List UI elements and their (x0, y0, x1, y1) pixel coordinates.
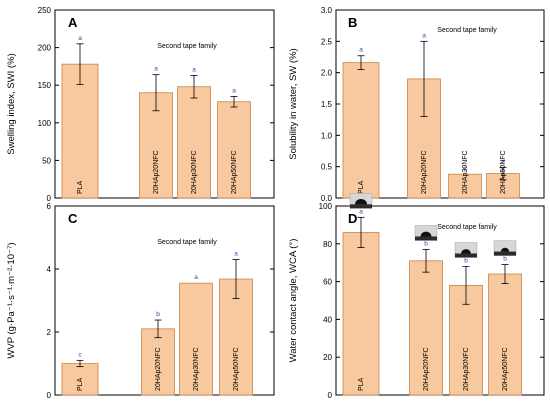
significance-letter: c (78, 351, 82, 358)
category-label: 20HAp20NFC (155, 347, 162, 391)
bar (342, 232, 380, 396)
category-label: PLA (358, 180, 365, 194)
y-axis-label: WVP (g·Pa⁻¹·s⁻¹·m⁻²·10⁻⁷) (6, 242, 17, 358)
droplet (420, 231, 432, 237)
panel-d: 0 20 40 60 80 100 Water contact angle, WCA (°)… (288, 193, 545, 400)
significance-letter: a (232, 87, 236, 94)
y-tick-label: 3.0 (321, 6, 333, 15)
droplet-substrate (494, 251, 516, 256)
category-label: 20HAp50NFC (500, 150, 507, 194)
y-tick-label: 1.5 (321, 100, 333, 109)
significance-letter: c (463, 165, 467, 172)
panel-letter: D (348, 211, 357, 226)
bar (139, 92, 173, 199)
significance-letter: a (192, 66, 196, 73)
panel-b: 0.0 0.5 1.0 1.5 2.0 2.5 3.0 Solubility in water… (288, 6, 545, 203)
y-tick-label: 2.5 (321, 37, 333, 46)
category-label: 20HAp30NFC (193, 347, 200, 391)
y-tick-label: 1.0 (321, 131, 333, 140)
bar (177, 86, 211, 199)
bar (217, 101, 251, 199)
annotation: Second tape family (157, 43, 217, 50)
significance-letter: b (464, 257, 468, 264)
panel-a: 0 50 100 150 200 250 Swelling index, SWI (%) A S… (6, 6, 275, 203)
significance-letter: a (422, 32, 426, 39)
y-tick-label: 0 (47, 391, 52, 400)
y-axis-label: Water contact angle, WCA (°) (288, 239, 299, 363)
droplet (355, 198, 367, 205)
y-tick-label: 20 (323, 353, 332, 362)
y-tick-label: 2 (47, 328, 52, 337)
bar (61, 363, 99, 396)
y-axis-label: Solubility in water, SW (%) (288, 48, 299, 159)
y-tick-label: 0.5 (321, 163, 333, 172)
significance-letter: a (194, 274, 198, 281)
y-tick-label: 200 (38, 44, 52, 53)
y-tick-label: 0.0 (321, 194, 333, 203)
y-tick-label: 100 (38, 119, 52, 128)
significance-letter: b (424, 240, 428, 247)
significance-letter: b (503, 256, 507, 263)
significance-letter: a (78, 35, 82, 42)
bar (342, 62, 380, 199)
y-tick-label: 80 (323, 240, 332, 249)
category-label: PLA (358, 377, 365, 391)
y-axis-label: Swelling index, SWI (%) (6, 53, 17, 154)
significance-letter: b (156, 311, 160, 318)
droplet (461, 249, 471, 254)
annotation: Second tape family (157, 239, 217, 246)
y-tick-label: 40 (323, 315, 332, 324)
category-label: 20HAp50NFC (502, 347, 509, 391)
significance-letter: c (501, 158, 505, 165)
annotation: Second tape family (437, 27, 497, 34)
category-label: 20HAp20NFC (423, 347, 430, 391)
y-tick-label: 60 (323, 278, 332, 287)
y-tick-label: 4 (47, 265, 52, 274)
y-tick-label: 150 (38, 81, 52, 90)
droplet (500, 247, 510, 252)
category-label: 20HAp50NFC (233, 347, 240, 391)
droplet-substrate (455, 253, 477, 258)
significance-letter: a (359, 47, 363, 54)
category-label: 20HAp50NFC (231, 150, 238, 194)
droplet-substrate (350, 204, 372, 209)
y-tick-label: 6 (47, 202, 52, 211)
significance-letter: a (359, 208, 363, 215)
panel-c: 0 2 4 6 WVP (g·Pa⁻¹·s⁻¹·m⁻²·10⁻⁷) C Second tap… (6, 202, 275, 400)
bar (448, 173, 482, 199)
panel-letter: A (68, 15, 78, 30)
panel-letter: C (68, 211, 78, 226)
category-label: 20HAp30NFC (463, 347, 470, 391)
category-label: 20HAp20NFC (421, 150, 428, 194)
significance-letter: a (154, 66, 158, 73)
category-label: 20HAp20NFC (153, 150, 160, 194)
category-label: 20HAp30NFC (462, 150, 469, 194)
y-tick-label: 100 (319, 202, 333, 211)
annotation: Second tape family (437, 224, 497, 231)
category-label: 20HAp30NFC (191, 150, 198, 194)
category-label: PLA (77, 377, 84, 391)
y-tick-label: 0 (328, 391, 333, 400)
significance-letter: a (234, 251, 238, 258)
droplet-substrate (415, 236, 437, 241)
y-tick-label: 250 (38, 6, 52, 15)
bar (179, 282, 213, 396)
y-tick-label: 2.0 (321, 69, 333, 78)
panel-letter: B (348, 15, 357, 30)
y-tick-label: 50 (42, 156, 51, 165)
category-label: PLA (77, 180, 84, 194)
y-tick-label: 0 (47, 194, 52, 203)
